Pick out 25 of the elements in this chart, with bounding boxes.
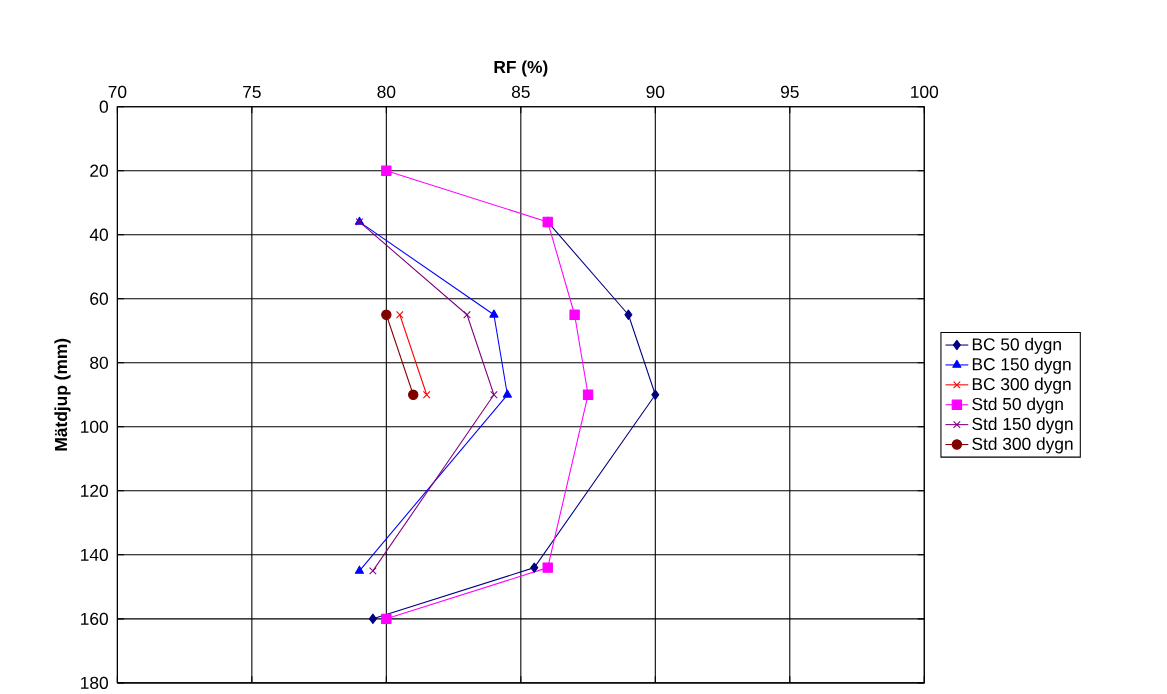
x-tick-label: 80 — [377, 85, 396, 99]
y-tick-label: 120 — [81, 484, 108, 498]
y-axis-title: Mätdjup (mm) — [54, 339, 71, 451]
y-tick-label: 80 — [90, 356, 108, 370]
y-tick-label: 20 — [90, 164, 108, 178]
legend-label: BC 300 dygn — [972, 377, 1071, 394]
y-tick-label: 60 — [90, 292, 108, 306]
x-tick-label: 85 — [511, 85, 530, 99]
y-tick-label: 180 — [81, 676, 108, 690]
legend-label: BC 50 dygn — [972, 337, 1061, 355]
x-tick-label: 95 — [780, 85, 799, 99]
x-tick-label: 100 — [911, 85, 939, 99]
legend-label: Std 50 dygn — [972, 397, 1063, 414]
y-tick-label: 0 — [99, 100, 108, 114]
y-tick-label: 160 — [81, 612, 108, 626]
x-tick-label: 70 — [108, 85, 127, 99]
x-axis-title: RF (%) — [494, 60, 548, 77]
legend-label: Std 150 dygn — [972, 417, 1073, 434]
x-tick-label: 75 — [243, 86, 261, 99]
y-tick-label: 40 — [89, 228, 108, 242]
y-tick-label: 100 — [81, 420, 108, 434]
legend-label: Std 300 dygn — [972, 437, 1073, 454]
y-tick-label: 140 — [81, 548, 108, 562]
legend-label: BC 150 dygn — [972, 357, 1071, 375]
x-tick-label: 90 — [646, 85, 665, 99]
